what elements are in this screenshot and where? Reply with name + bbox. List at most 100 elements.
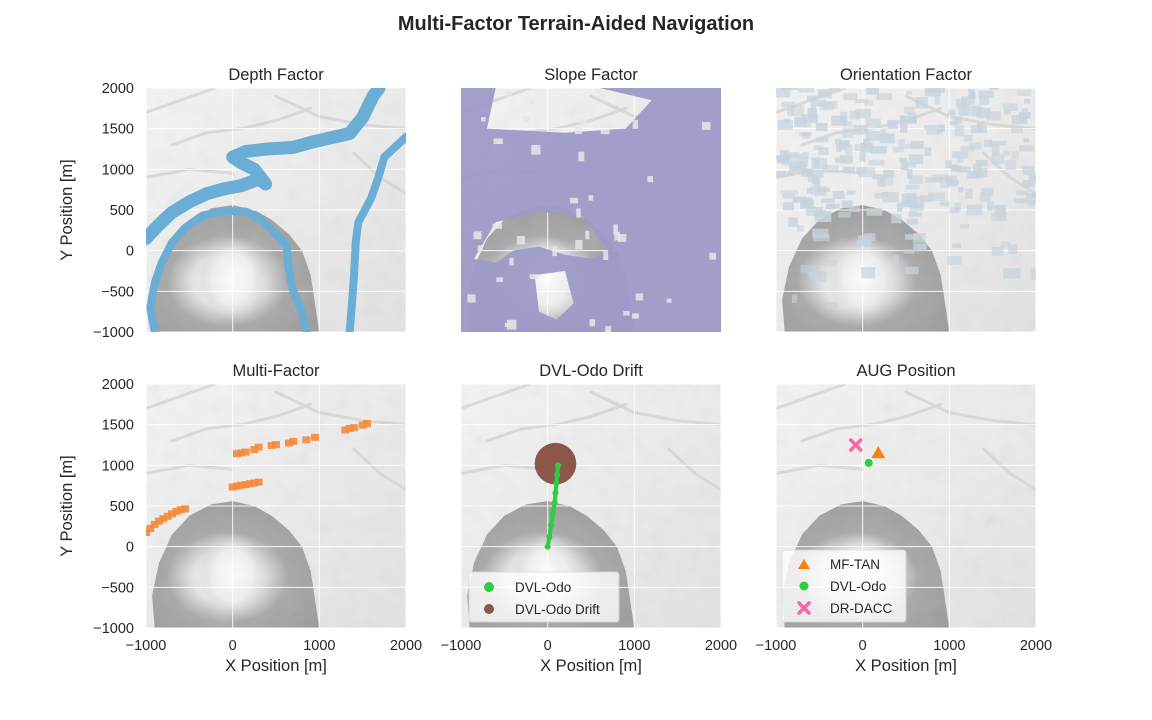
x-tick-label: −1000 xyxy=(126,638,167,654)
orientation-patch xyxy=(842,121,853,127)
orientation-patch xyxy=(937,124,945,133)
multi-factor-point xyxy=(228,483,237,491)
slope-hole xyxy=(531,144,541,155)
slope-hole xyxy=(530,98,535,105)
x-tick-label: 2000 xyxy=(1020,638,1052,654)
orientation-patch xyxy=(1000,241,1010,248)
orientation-patch xyxy=(1005,160,1016,171)
orientation-patch xyxy=(859,152,866,162)
orientation-patch xyxy=(976,107,991,118)
orientation-patch xyxy=(845,144,853,155)
orientation-patch xyxy=(865,118,881,127)
orientation-patch xyxy=(989,88,999,90)
legend-box xyxy=(781,549,907,623)
y-axis-label: Y Position [m] xyxy=(58,455,76,557)
slope-hole xyxy=(585,230,590,240)
legend-marker-dvl-odo xyxy=(799,581,809,591)
slope-hole xyxy=(605,326,612,332)
orientation-patch xyxy=(1031,192,1036,198)
panel-title: Multi-Factor xyxy=(232,362,320,380)
orientation-patch xyxy=(908,154,924,165)
slope-hole xyxy=(575,127,582,135)
y-tick-label: −500 xyxy=(101,580,134,596)
slope-hole xyxy=(516,235,526,245)
dvl-odo-point xyxy=(549,511,556,518)
dvl-odo-point xyxy=(546,533,553,540)
orientation-patch xyxy=(839,140,850,148)
orientation-patch xyxy=(800,199,814,209)
slope-hole xyxy=(631,313,639,319)
slope-hole xyxy=(529,274,539,280)
orientation-patch xyxy=(909,175,924,184)
multi-factor-point xyxy=(272,441,280,449)
orientation-patch xyxy=(981,187,994,197)
y-tick-label: 1500 xyxy=(102,122,134,138)
slope-hole xyxy=(623,310,630,316)
orientation-patch xyxy=(1021,108,1029,114)
x-tick-label: 0 xyxy=(544,638,552,654)
panel-content xyxy=(776,88,1036,309)
multi-factor-point xyxy=(254,478,263,486)
orientation-patch xyxy=(1015,190,1029,196)
slope-hole xyxy=(709,252,716,260)
orientation-patch xyxy=(966,204,983,216)
multi-factor-point xyxy=(237,449,246,457)
orientation-patch xyxy=(991,144,1000,156)
slope-hole xyxy=(588,195,594,201)
panel-title: AUG Position xyxy=(856,362,955,380)
orientation-patch xyxy=(1023,138,1030,143)
orientation-patch xyxy=(1003,268,1021,279)
orientation-patch xyxy=(907,169,913,179)
orientation-patch xyxy=(783,118,790,124)
orientation-patch xyxy=(776,171,786,178)
panel-slope-factor: Slope Factor xyxy=(460,66,722,333)
orientation-patch xyxy=(965,188,973,199)
orientation-patch xyxy=(931,174,948,181)
dr-dacc-marker xyxy=(848,438,863,452)
multi-factor-point xyxy=(246,480,254,488)
slope-hole xyxy=(504,322,510,328)
orientation-patch xyxy=(777,156,789,162)
slope-hole xyxy=(647,176,654,183)
orientation-patch xyxy=(807,107,818,118)
orientation-patch xyxy=(955,98,967,109)
multi-factor-point xyxy=(311,433,319,441)
panels-container: Depth Factor −1000 −500 0 500 1000 1500 2000 Y P… xyxy=(58,66,1052,675)
orientation-patch xyxy=(828,88,840,91)
orientation-patch xyxy=(788,217,798,227)
orientation-patch xyxy=(797,225,804,232)
orientation-patch xyxy=(880,128,887,140)
x-tick-label: 2000 xyxy=(705,638,737,654)
orientation-patch xyxy=(951,243,962,248)
slope-hole xyxy=(666,298,672,303)
multi-factor-point xyxy=(146,524,155,532)
orientation-patch xyxy=(812,158,828,169)
orientation-patch xyxy=(1019,145,1034,152)
legend: DVL-Odo DVL-Odo Drift xyxy=(468,571,620,623)
orientation-patch xyxy=(879,133,895,144)
panel-orientation-factor: Orientation Factor xyxy=(775,66,1037,333)
orientation-patch xyxy=(952,116,963,125)
legend-marker-dr-dacc xyxy=(797,601,811,615)
orientation-patch xyxy=(961,96,975,105)
slope-hole xyxy=(505,91,512,97)
orientation-patch xyxy=(1026,193,1036,205)
orientation-patch xyxy=(896,203,903,212)
orientation-patch xyxy=(979,192,992,202)
orientation-patch xyxy=(927,88,946,93)
orientation-patch xyxy=(949,121,959,126)
multi-factor-point xyxy=(233,450,241,458)
multi-factor-point xyxy=(345,424,354,432)
orientation-patch xyxy=(788,153,803,159)
orientation-patch xyxy=(781,101,796,107)
orientation-patch xyxy=(991,212,1007,222)
multi-factor-point xyxy=(363,420,371,428)
multi-factor-point xyxy=(341,426,350,434)
orientation-patch xyxy=(793,196,807,202)
orientation-patch xyxy=(924,124,937,130)
orientation-patch xyxy=(945,160,952,169)
orientation-patch xyxy=(989,140,1007,146)
orientation-patch xyxy=(876,93,893,101)
orientation-patch xyxy=(807,169,824,178)
orientation-patch xyxy=(840,111,848,122)
